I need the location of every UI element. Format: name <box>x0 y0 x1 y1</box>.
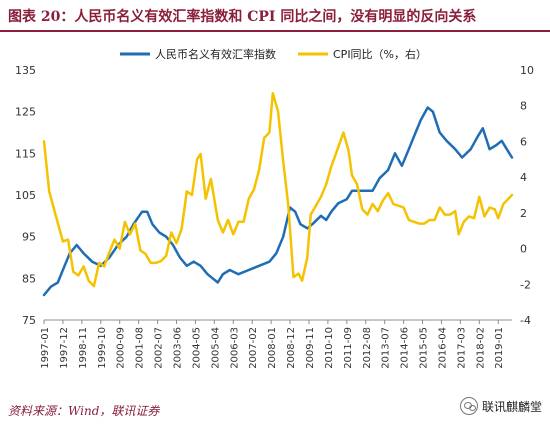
chart-legend: 人民币名义有效汇率指数 CPI同比（%，右） <box>120 47 427 61</box>
wechat-icon <box>459 397 478 415</box>
x-tick-label: 1997-12 <box>59 327 70 369</box>
page-title: 图表 20：人民币名义有效汇率指数和 CPI 同比之间，没有明显的反向关系 <box>8 9 477 25</box>
y-right-tick-label: -2 <box>520 278 531 291</box>
legend-label-1: 人民币名义有效汇率指数 <box>155 47 276 61</box>
x-tick-label: 2009-11 <box>305 327 316 369</box>
y-right-tick-label: -4 <box>520 314 531 327</box>
legend-label-2: CPI同比（%，右） <box>333 47 427 61</box>
x-tick-label: 2016-04 <box>437 327 448 369</box>
x-tick-label: 2005-04 <box>210 327 221 369</box>
source-note: 资料来源：Wind，联讯证券 <box>8 404 160 418</box>
x-tick-label: 2012-08 <box>362 327 373 369</box>
x-tick-label: 2006-03 <box>229 327 240 369</box>
x-tick-label: 2007-02 <box>248 327 259 369</box>
y-left-tick-label: 105 <box>15 189 36 202</box>
series-line-1 <box>42 106 514 297</box>
x-tick-label: 1998-11 <box>78 327 89 369</box>
x-tick-label: 2008-12 <box>286 327 297 369</box>
y-right-tick-label: 0 <box>520 243 527 256</box>
y-right-tick-label: 4 <box>520 171 527 184</box>
series-line-2 <box>42 91 514 288</box>
x-tick-label: 2008-01 <box>267 327 278 369</box>
x-tick-label: 2014-06 <box>400 327 411 369</box>
chart-axes: 75 85 95 105 115 125 135 -4 -2 0 2 4 6 8 10 1997-01 1997… <box>15 64 534 369</box>
y-right-tick-label: 10 <box>520 64 534 77</box>
chart-series <box>42 91 514 297</box>
y-left-tick-label: 125 <box>15 106 36 119</box>
x-tick-label: 2017-03 <box>456 327 467 369</box>
line-chart: 75 85 95 105 115 125 135 -4 -2 0 2 4 6 8 10 1997-01 1997… <box>15 47 534 369</box>
y-left-tick-label: 75 <box>22 314 36 327</box>
y-left-tick-label: 135 <box>15 64 36 77</box>
x-tick-label: 2001-08 <box>135 327 146 369</box>
x-tick-label: 2010-10 <box>324 327 335 369</box>
x-tick-label: 2015-05 <box>419 327 430 369</box>
x-tick-label: 2013-07 <box>381 327 392 369</box>
y-right-tick-label: 6 <box>520 135 527 148</box>
x-tick-label: 1999-10 <box>97 327 108 369</box>
brand-watermark: 联讯麒麟堂 <box>459 397 542 415</box>
x-tick-label: 2019-01 <box>494 327 505 369</box>
y-right-tick-label: 8 <box>520 100 527 113</box>
x-tick-label: 2011-09 <box>343 327 354 369</box>
x-tick-label: 2018-02 <box>475 327 486 369</box>
brand-label: 联讯麒麟堂 <box>481 399 542 414</box>
y-left-tick-label: 115 <box>15 147 36 160</box>
x-tick-label: 2002-07 <box>154 327 165 369</box>
title-rule <box>0 30 550 32</box>
y-right-tick-label: 2 <box>520 207 527 220</box>
x-tick-label: 1997-01 <box>40 327 51 369</box>
y-left-tick-label: 85 <box>22 272 36 285</box>
y-left-tick-label: 95 <box>22 231 36 244</box>
x-tick-label: 2003-06 <box>172 327 183 369</box>
x-tick-label: 2004-05 <box>191 327 202 369</box>
x-tick-label: 2000-09 <box>116 327 127 369</box>
